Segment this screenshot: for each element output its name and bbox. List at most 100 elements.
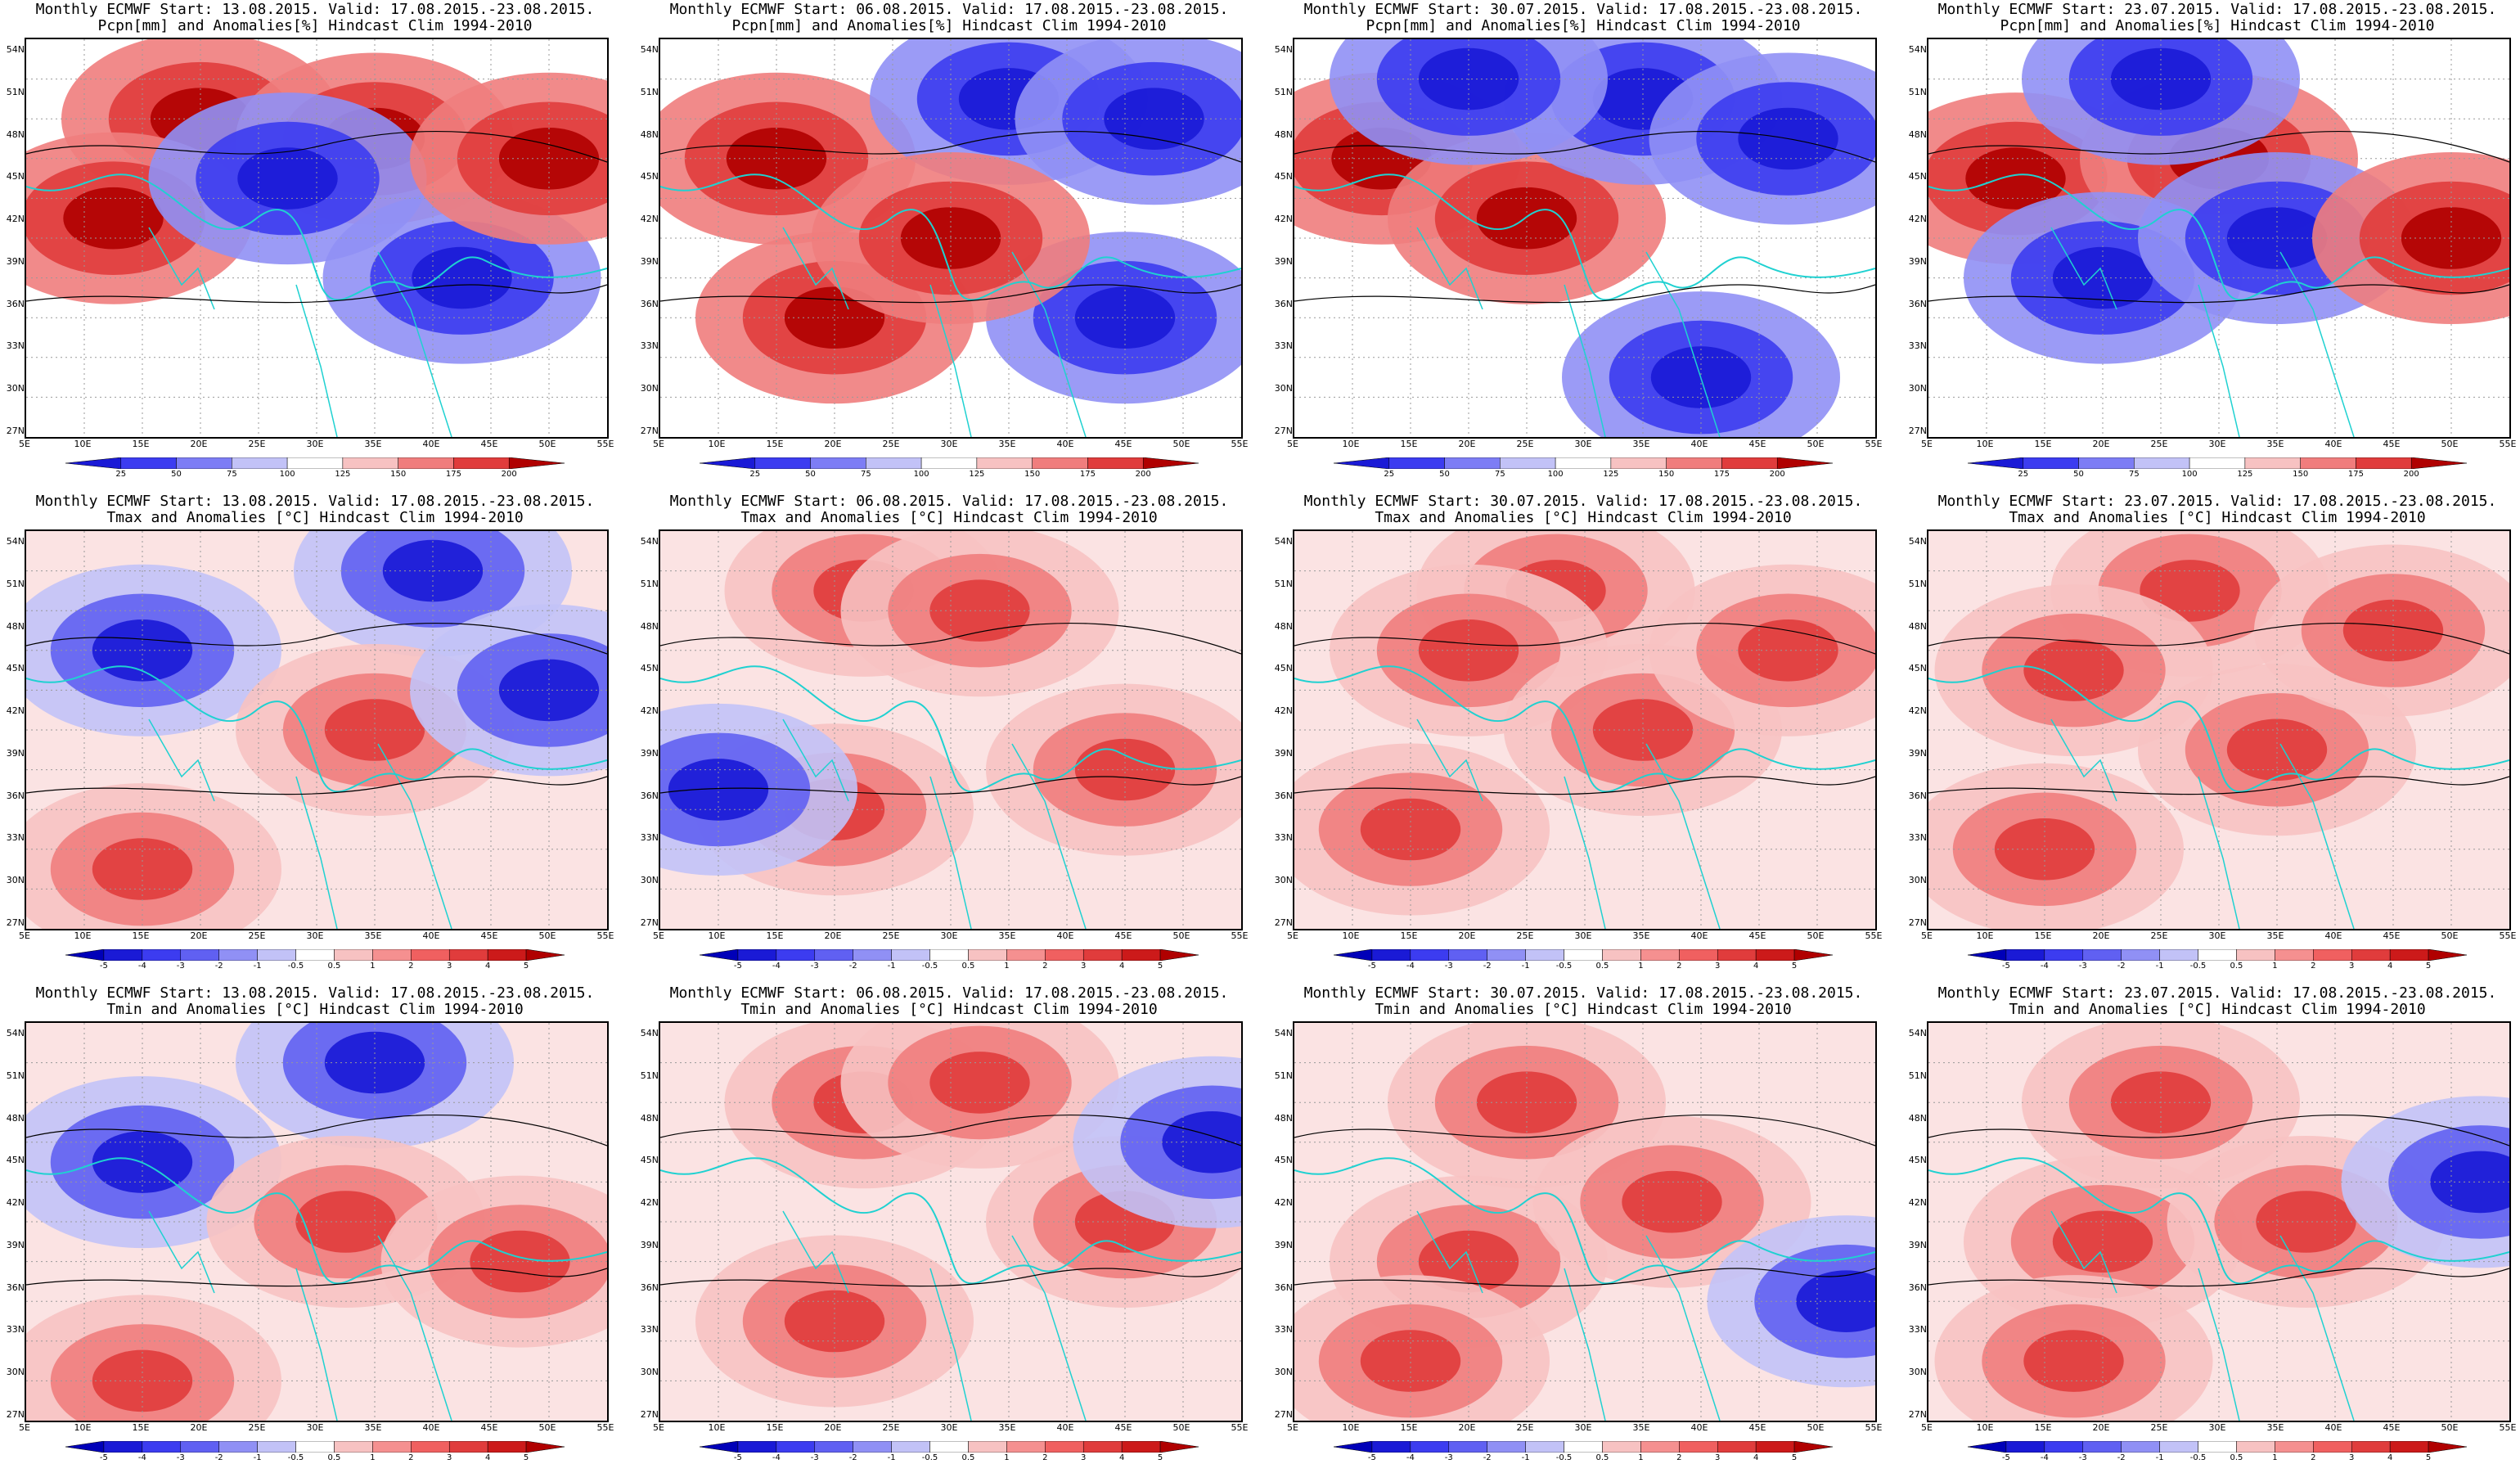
lat-label: 54N [1274, 1028, 1293, 1038]
lat-label: 51N [6, 1070, 25, 1081]
colorbar-label: 3 [1081, 962, 1087, 971]
colorbar-label: -4 [137, 962, 146, 971]
lat-label: 39N [6, 747, 25, 759]
colorbar-label: -5 [2001, 1453, 2010, 1462]
lon-label: 20E [190, 930, 208, 941]
colorbar [65, 948, 565, 962]
panel-title-line2: Tmin and Anomalies [°C] Hindcast Clim 19… [740, 1001, 1158, 1018]
colorbar-label: -5 [2001, 962, 2010, 971]
colorbar-segment [334, 948, 373, 962]
anomaly-area-warm [1360, 1330, 1461, 1392]
lon-label: 30E [2208, 930, 2226, 941]
panel-title-line1: Monthly ECMWF Start: 23.07.2015. Valid: … [1937, 1, 2497, 18]
lat-label: 45N [6, 1155, 25, 1166]
lon-label: 25E [248, 439, 266, 449]
forecast-panel-pcpn-1: Monthly ECMWF Start: 13.08.2015. Valid: … [0, 0, 630, 488]
lat-label: 45N [1274, 171, 1293, 182]
colorbar-segment [103, 1440, 143, 1453]
colorbar-label: 1 [370, 1453, 376, 1462]
coastline [1928, 173, 2509, 301]
panel-title-line1: Monthly ECMWF Start: 13.08.2015. Valid: … [35, 984, 595, 1002]
lat-label: 48N [640, 620, 659, 632]
colorbar [699, 948, 1199, 962]
colorbar-label: 1 [1638, 1453, 1644, 1462]
contour-lines [660, 130, 1241, 304]
colorbar-label: 100 [2181, 470, 2198, 479]
colorbar-segment [1717, 948, 1757, 962]
colorbar-label: 4 [2387, 962, 2393, 971]
lon-label: 35E [998, 439, 1016, 449]
lon-label: 25E [1516, 1422, 1534, 1433]
colorbar-segment [814, 948, 853, 962]
lat-label: 39N [640, 1239, 659, 1250]
lon-label: 35E [998, 930, 1016, 941]
lat-label: 30N [1274, 1367, 1293, 1378]
lat-label: 30N [1908, 383, 1927, 394]
lat-label: 54N [1908, 1028, 1927, 1038]
colorbar-label: -2 [214, 1453, 223, 1462]
panel-title-line2: Pcpn[mm] and Anomalies[%] Hindcast Clim … [731, 17, 1167, 34]
colorbar-segment [65, 1440, 105, 1453]
lat-label: 45N [640, 1155, 659, 1166]
lon-label: 10E [1976, 439, 1994, 449]
colorbar-segment [1333, 457, 1390, 470]
colorbar [1967, 457, 2468, 470]
anomaly-area-warm [92, 1349, 193, 1412]
colorbar-label: 4 [1753, 1453, 1759, 1462]
colorbar-label: 3 [2349, 962, 2355, 971]
colorbar-label: 1 [370, 962, 376, 971]
lon-label: 30E [1574, 439, 1592, 449]
colorbar-segment [1333, 1440, 1373, 1453]
colorbar-label: 5 [1157, 1453, 1163, 1462]
border-lines [148, 227, 452, 437]
forecast-panel-pcpn-3: Monthly ECMWF Start: 30.07.2015. Valid: … [1268, 0, 1898, 488]
colorbar-segment [853, 1440, 892, 1453]
colorbar-label: 4 [484, 1453, 491, 1462]
lon-label: 55E [1865, 1422, 1883, 1433]
colorbar-segment [2428, 1440, 2468, 1453]
lon-label: 5E [19, 439, 30, 449]
border-lines [148, 718, 452, 929]
colorbar-segment [1388, 457, 1445, 470]
lat-label: 33N [1274, 1324, 1293, 1336]
colorbar-label: -5 [733, 962, 742, 971]
colorbar-label: -0.5 [287, 1453, 304, 1462]
colorbar-label: -3 [176, 962, 185, 971]
colorbar-label: -1 [253, 962, 262, 971]
colorbar-label: -4 [137, 1453, 146, 1462]
colorbar-segment [891, 948, 930, 962]
anomaly-map [25, 1021, 609, 1422]
lat-label: 54N [1274, 44, 1293, 55]
colorbar-segment [342, 457, 398, 470]
colorbar-segment [372, 948, 412, 962]
lat-label: 54N [1908, 536, 1927, 547]
lon-label: 10E [74, 930, 92, 941]
border-lines [1416, 718, 1721, 929]
colorbar-label: -3 [810, 1453, 819, 1462]
anomaly-area-warm [2226, 718, 2328, 782]
colorbar-segment [1487, 1440, 1526, 1453]
lat-label: 45N [1908, 171, 1927, 182]
colorbar-label: 2 [1042, 1453, 1048, 1462]
colorbar-segment [776, 948, 816, 962]
panel-title-line1: Monthly ECMWF Start: 13.08.2015. Valid: … [35, 493, 595, 510]
colorbar-segment [699, 948, 739, 962]
anomaly-map [25, 529, 609, 930]
colorbar-label: 75 [2128, 470, 2140, 479]
anomaly-area-warm [2023, 639, 2124, 701]
colorbar-segment [2313, 1440, 2352, 1453]
lat-label: 36N [6, 1282, 25, 1293]
colorbar [1967, 1440, 2468, 1453]
lon-label: 50E [1807, 439, 1825, 449]
lon-label: 10E [74, 1422, 92, 1433]
lon-label: 10E [708, 930, 726, 941]
lat-label: 51N [1274, 578, 1293, 589]
colorbar-segment [525, 1440, 565, 1453]
panel-title-line1: Monthly ECMWF Start: 30.07.2015. Valid: … [1303, 1, 1863, 18]
lat-label: 48N [6, 620, 25, 632]
colorbar-segment [257, 1440, 296, 1453]
lon-label: 20E [190, 439, 208, 449]
colorbar-segment [2410, 457, 2468, 470]
anomaly-map [1293, 529, 1877, 930]
colorbar [1967, 948, 2468, 962]
